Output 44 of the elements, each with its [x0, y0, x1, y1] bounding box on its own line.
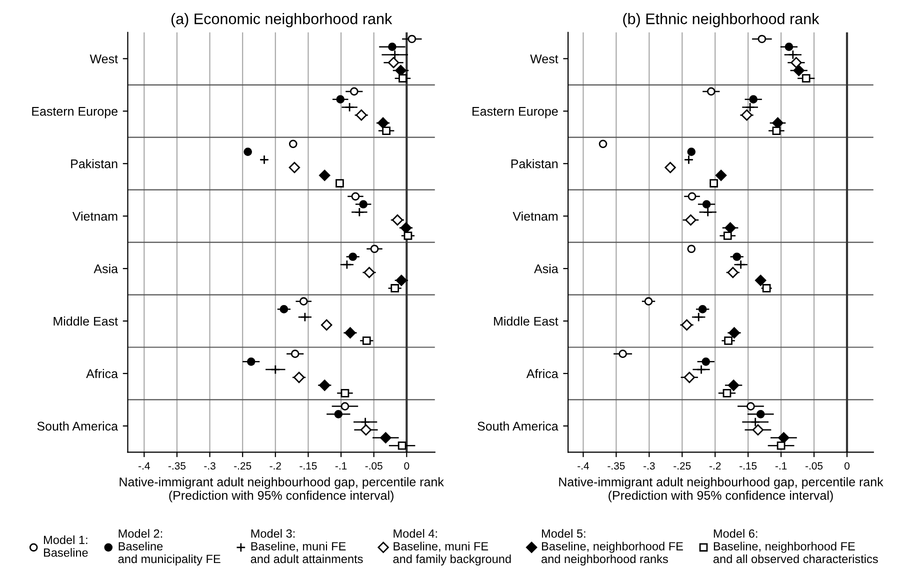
y-tick-label: Middle East — [54, 316, 118, 326]
x-tick-label: -.35 — [608, 462, 625, 470]
x-tick-label: -.4 — [138, 462, 150, 470]
x-tick-label: -.05 — [365, 462, 382, 470]
y-tick-label: Middle East — [494, 316, 558, 326]
y-tick-label: Asia — [534, 264, 558, 274]
x-axis-title: Native-immigrant adult neighbourhood gap, percentile rank (Prediction with 95% confidence interval) — [120, 477, 444, 502]
y-tick-label: Africa — [526, 368, 558, 378]
x-axis-title: Native-immigrant adult neighbourhood gap, percentile rank (Prediction with 95% confidence interval) — [559, 477, 884, 502]
y-tick-label: Eastern Europe — [472, 107, 558, 118]
chart-title: (a) Economic neighborhood rank — [171, 13, 392, 28]
legend-label: Model 6: Baseline, neighborhood FE and all observed characteristics — [713, 529, 878, 564]
x-tick-label: -.2 — [270, 462, 281, 470]
y-tick-label: South America — [37, 421, 118, 431]
x-tick-label: 0 — [404, 462, 410, 470]
y-tick-label: Pakistan — [511, 159, 558, 168]
y-tick-label: West — [530, 54, 558, 64]
x-tick-label: -.25 — [234, 462, 252, 470]
y-tick-label: Asia — [94, 264, 118, 274]
legend-label: Model 4: Baseline, muni FE and family background — [393, 529, 511, 566]
x-tick-label: -.35 — [168, 462, 186, 470]
x-tick-label: -.4 — [578, 462, 590, 470]
x-tick-label: -.15 — [300, 462, 317, 470]
x-tick-label: 0 — [844, 462, 850, 470]
y-tick-label: Vietnam — [512, 212, 558, 221]
x-tick-label: -.1 — [335, 462, 347, 470]
x-tick-label: -.15 — [740, 462, 757, 470]
y-tick-label: Africa — [86, 368, 118, 378]
x-tick-label: -.2 — [710, 462, 721, 470]
y-tick-label: Vietnam — [72, 212, 118, 221]
legend-label: Model 2: Baseline and municipality FE — [118, 529, 220, 566]
y-tick-label: West — [90, 54, 118, 64]
legend-label: Model 3: Baseline, muni FE and adult attainments — [250, 529, 363, 564]
y-tick-label: Eastern Europe — [32, 107, 118, 118]
x-tick-label: -.05 — [806, 462, 823, 470]
x-tick-label: -.3 — [204, 462, 216, 470]
x-tick-label: -.3 — [644, 462, 655, 470]
chart-title: (b) Ethnic neighborhood rank — [623, 13, 820, 28]
legend-label: Model 1: Baseline — [44, 535, 88, 557]
y-tick-label: Pakistan — [71, 159, 118, 168]
x-tick-label: -.25 — [674, 462, 691, 470]
y-tick-label: South America — [478, 421, 558, 431]
legend-label: Model 5: Baseline, neighborhood FE and neighborhood ranks — [542, 529, 683, 566]
x-tick-label: -.1 — [775, 462, 787, 470]
